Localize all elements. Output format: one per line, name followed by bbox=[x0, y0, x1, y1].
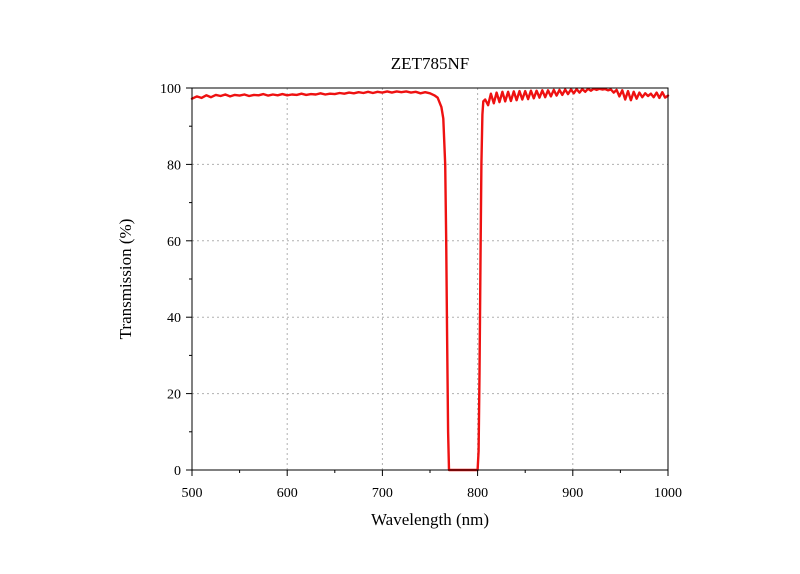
y-tick-label: 0 bbox=[174, 464, 181, 479]
x-tick-label: 800 bbox=[467, 486, 488, 501]
chart-title: ZET785NF bbox=[391, 54, 469, 73]
x-tick-label: 900 bbox=[562, 486, 583, 501]
x-tick-label: 500 bbox=[182, 486, 203, 501]
series-layer bbox=[190, 87, 670, 472]
x-tick-label: 600 bbox=[277, 486, 298, 501]
y-tick-label: 40 bbox=[167, 311, 181, 326]
x-axis-title: Wavelength (nm) bbox=[371, 510, 489, 529]
plot-frame bbox=[191, 87, 669, 471]
y-tick-label: 100 bbox=[160, 82, 181, 97]
grid-lines bbox=[192, 88, 668, 470]
transmission-series-line bbox=[190, 87, 670, 472]
y-axis-title: Transmission (%) bbox=[116, 219, 135, 340]
y-tick-label: 20 bbox=[167, 388, 181, 403]
x-tick-label: 1000 bbox=[654, 486, 682, 501]
axis-ticks: 500 600 700 800 900 1000 0 20 40 60 80 100 bbox=[160, 82, 682, 501]
y-tick-label: 80 bbox=[167, 158, 181, 173]
x-tick-label: 700 bbox=[372, 486, 393, 501]
y-tick-label: 60 bbox=[167, 235, 181, 250]
